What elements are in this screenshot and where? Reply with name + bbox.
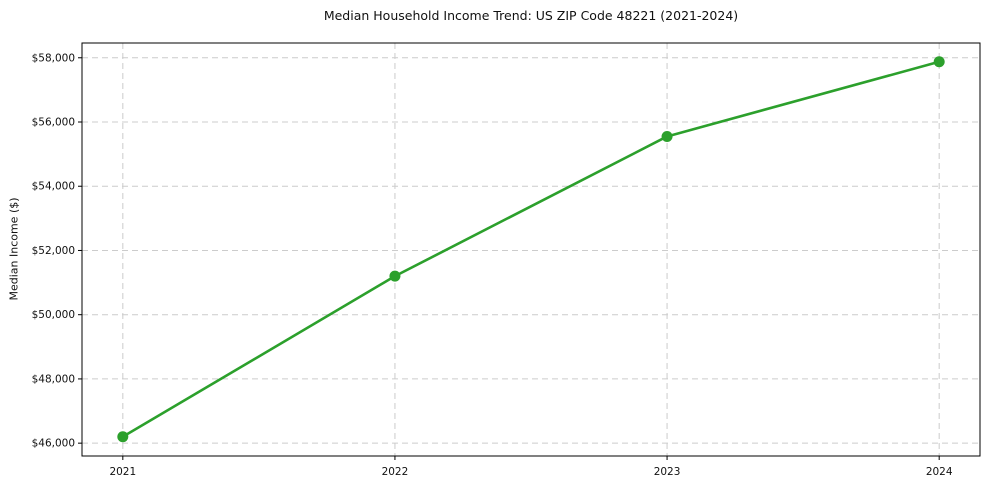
plot-frame: [81, 42, 981, 457]
data-point-2022: [389, 270, 401, 282]
y-tick-label: $54,000: [32, 181, 75, 193]
data-point-2024: [933, 56, 945, 68]
y-tick-label: $48,000: [32, 373, 75, 385]
x-tick-label: 2024: [926, 466, 953, 478]
data-point-2023: [661, 130, 673, 142]
x-tick-label: 2023: [654, 466, 681, 478]
x-tick-label: 2021: [109, 466, 136, 478]
y-tick-label: $58,000: [32, 52, 75, 64]
chart-title: Median Household Income Trend: US ZIP Co…: [323, 8, 739, 23]
y-tick-label: $52,000: [32, 245, 75, 257]
y-tick-label: $56,000: [32, 117, 75, 129]
trend-line: [121, 60, 941, 439]
data-point-2021: [117, 431, 129, 443]
y-tick-label: $46,000: [32, 438, 75, 450]
x-tick-label: 2022: [382, 466, 409, 478]
y-tick-label: $50,000: [32, 309, 75, 321]
